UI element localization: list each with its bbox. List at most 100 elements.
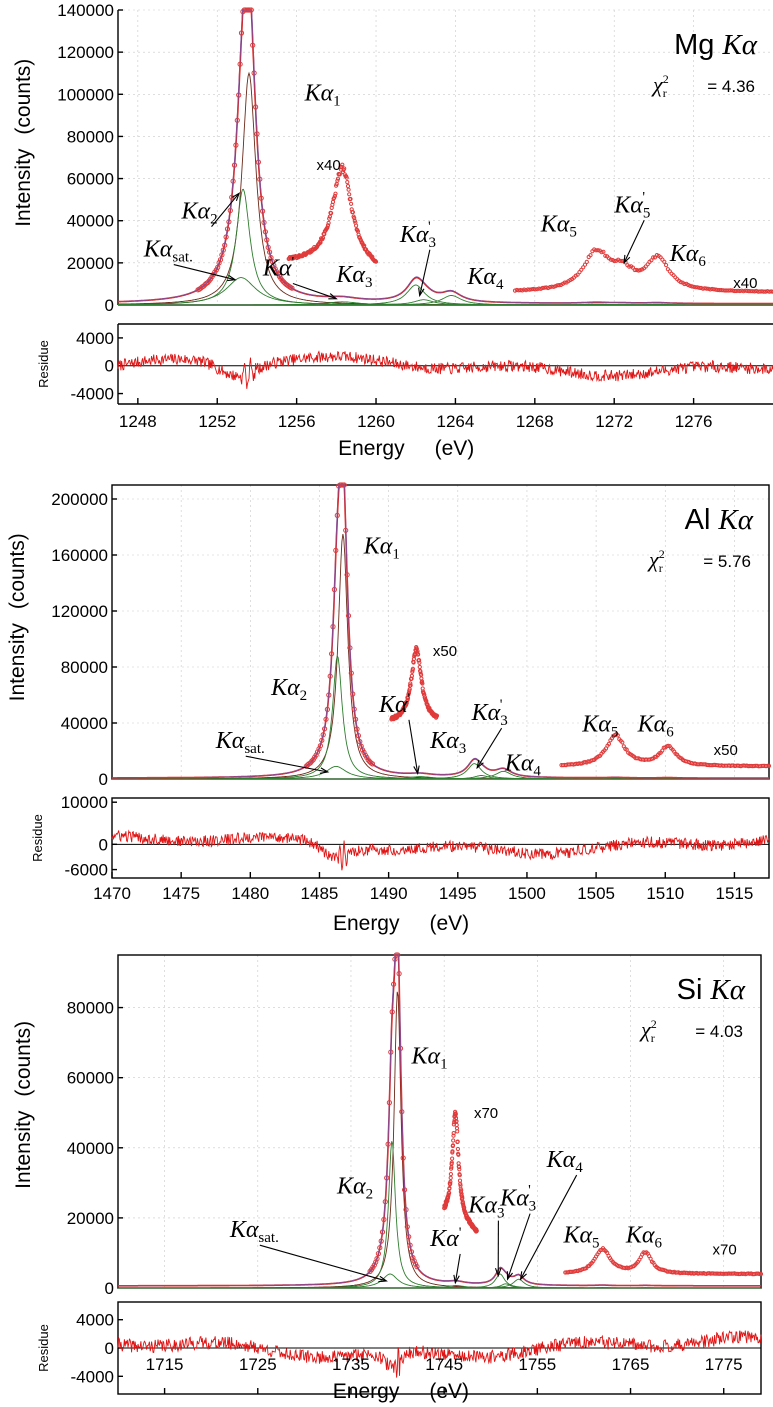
data-envelope [118, 9, 773, 304]
inset-point [715, 287, 720, 293]
data-point [414, 1264, 420, 1270]
x-tick-label: 1268 [516, 412, 554, 431]
inset-point [595, 248, 601, 253]
peak-label-subscript: 1 [392, 547, 400, 563]
peak-label: Kαsat. [229, 1217, 279, 1246]
inset-point [746, 289, 752, 294]
peak-label-subscript: 3 [500, 713, 508, 729]
residue-panel: 4000 0 -4000 Residue 1715 1725 1735 1745 1755 176… [36, 1301, 762, 1395]
inset-point [750, 289, 755, 294]
inset-point [741, 289, 746, 294]
inset-point [348, 196, 353, 202]
inset-point [448, 1179, 453, 1184]
y-axis-label-word: Intensity [12, 1110, 35, 1189]
peak-label-prime: ' [500, 697, 503, 713]
inset-point [763, 289, 768, 294]
peak-label-symbol: Kα [471, 700, 501, 726]
residue-panel: 10000 0 -6000 Residue 1470 1475 1480 1485 1490 14… [30, 793, 770, 903]
magnification-label: x50 [714, 742, 738, 759]
peak-label-subscript: 6 [654, 1235, 662, 1251]
y-tick-label: 80000 [61, 658, 108, 677]
peak-label-subscript: 4 [533, 764, 541, 780]
peak-arrow [292, 282, 337, 300]
data-point [281, 279, 287, 285]
inset-point [608, 257, 613, 262]
inset-point [544, 285, 549, 290]
residue-y-tick-label: 4000 [76, 1311, 114, 1330]
peak-label: Kα' [378, 691, 411, 718]
inset-point [533, 287, 538, 292]
inset-point [745, 288, 750, 293]
peak-label-symbol: Kα [262, 256, 292, 282]
inset-point [678, 280, 683, 285]
inset-point [549, 284, 554, 289]
inset-point [408, 681, 413, 686]
inset-point [408, 683, 413, 688]
inset-point [447, 1186, 452, 1191]
x-tick-label: 1735 [332, 1355, 370, 1374]
inset-point [453, 1113, 458, 1119]
inset-point [474, 1228, 479, 1234]
inset-point [711, 287, 717, 292]
residue-panel: 4000 0 -4000 Residue 1248 1252 1256 1260 1264 126… [36, 323, 773, 431]
peak-label: Kα3' [471, 697, 508, 729]
chi-squared-sub: r [659, 561, 663, 575]
x-tick-label: 1475 [162, 884, 200, 903]
panel-title: Al Kα [685, 504, 754, 536]
peak-label: Kα5 [581, 711, 618, 740]
peak-arrow-head [413, 765, 420, 775]
residue-y-tick-label: 0 [105, 1339, 114, 1358]
peak-arrow-head [623, 254, 631, 265]
x-tick-label: 1745 [425, 1355, 463, 1374]
inset-point [455, 1139, 460, 1144]
inset-point [445, 1198, 450, 1204]
inset-point [770, 289, 773, 294]
inset-point [448, 1181, 453, 1186]
inset-point [752, 289, 757, 294]
peak-label-subscript: 1 [440, 1057, 448, 1073]
y-tick-label: 40000 [61, 714, 108, 733]
data-point [361, 749, 367, 756]
inset-point [345, 180, 350, 185]
inset-point [457, 1178, 463, 1183]
peak-label: Kα6 [669, 241, 707, 270]
peak-label: Kα2 [181, 199, 218, 228]
inset-point [695, 285, 700, 290]
magnification-label: x50 [433, 643, 457, 660]
residue-y-tick-label: 4000 [76, 329, 114, 348]
peak-label: Kαsat. [143, 237, 193, 266]
peak-label-subscript: sat. [244, 741, 264, 757]
x-tick-label: 1715 [146, 1355, 184, 1374]
inset-point [619, 258, 625, 264]
data-point [289, 285, 295, 291]
inset-point [691, 284, 696, 289]
data-point [275, 271, 281, 277]
inset-point [649, 258, 654, 263]
peak-arrow-head [328, 293, 338, 300]
y-tick-label: 160000 [51, 546, 108, 565]
chi-squared-sub: r [651, 1031, 655, 1045]
inset-point [411, 660, 416, 665]
chi-squared-value: = 4.03 [695, 1022, 743, 1041]
inset-point [557, 283, 562, 288]
chi-squared-power: 2 [659, 547, 665, 561]
peak-arrow-head [453, 1274, 460, 1285]
peak-label-prime: ' [642, 189, 645, 205]
residue-trace [117, 1330, 762, 1378]
peak-label-subscript: 3 [365, 275, 373, 291]
inset-point [518, 288, 523, 293]
x-tick-label: 1515 [716, 884, 754, 903]
y-tick-label: 200000 [51, 490, 108, 509]
inset-point [594, 248, 599, 253]
inset-point [460, 1196, 465, 1201]
peak-label: Kα5' [613, 189, 650, 221]
inset-point [451, 1131, 456, 1136]
inset-point [409, 673, 414, 679]
inset-point [748, 289, 754, 294]
peak-label-symbol: Kα [378, 692, 408, 718]
inset-point [349, 201, 354, 206]
inset-point [708, 287, 713, 292]
panel-title-element: Al [685, 504, 711, 536]
grid [118, 955, 761, 1288]
peak-label-symbol: Kα [304, 81, 334, 107]
